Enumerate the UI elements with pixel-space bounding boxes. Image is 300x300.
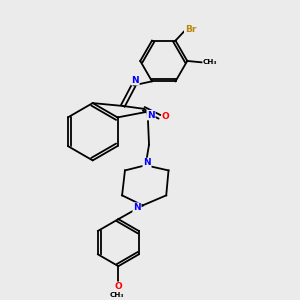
Text: N: N — [147, 111, 155, 120]
Text: N: N — [131, 76, 139, 85]
Text: N: N — [143, 158, 151, 167]
Text: Br: Br — [185, 25, 196, 34]
Text: O: O — [162, 112, 170, 121]
Text: O: O — [115, 282, 122, 291]
Text: CH₃: CH₃ — [203, 59, 218, 65]
Text: N: N — [133, 203, 141, 212]
Text: CH₃: CH₃ — [110, 292, 124, 298]
